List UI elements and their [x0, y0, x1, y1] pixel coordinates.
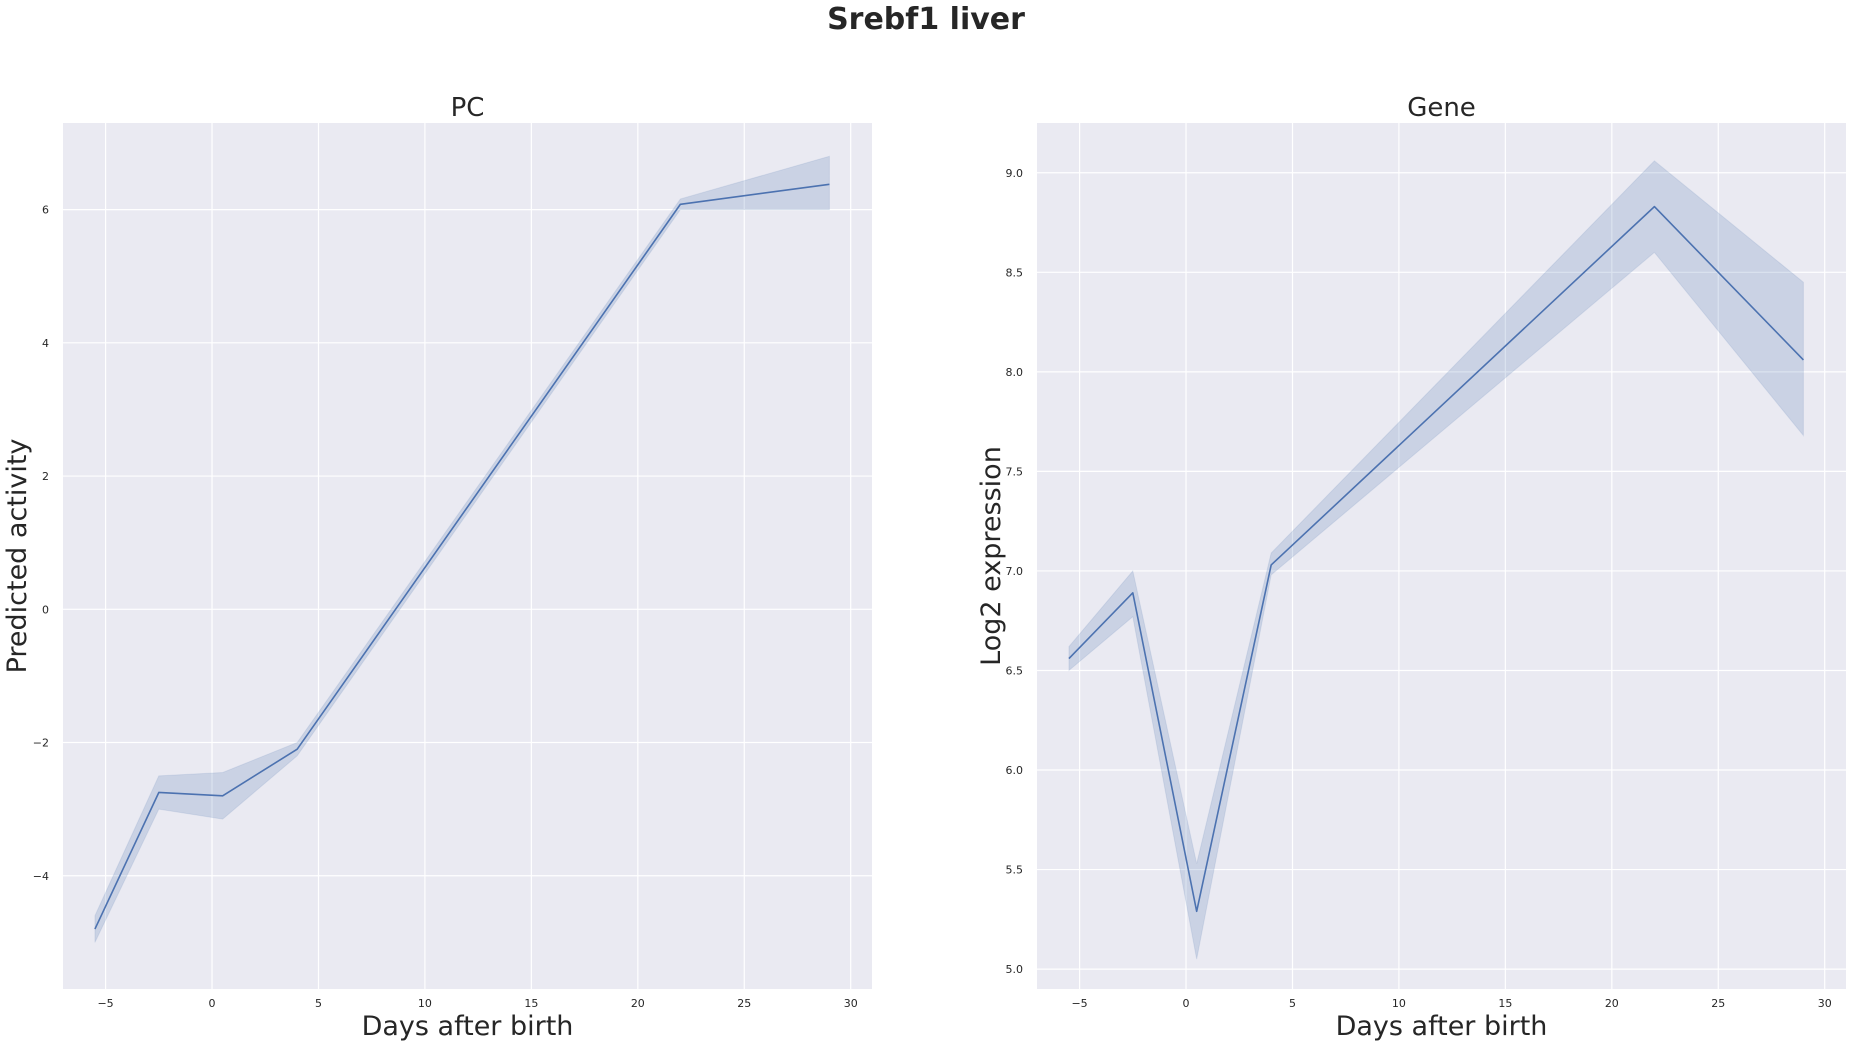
x-tick-label: 5: [315, 997, 322, 1010]
gridlines-pc: [63, 123, 872, 989]
y-tick-label: 6.5: [1006, 664, 1024, 677]
y-tick-label: 7.0: [1006, 565, 1024, 578]
confidence-band-gene: [1068, 160, 1804, 960]
y-tick-label: 2: [42, 470, 49, 483]
plot-area-pc: [63, 123, 872, 989]
chart-panel-gene: Gene Days after birth Log2 expression −5…: [976, 93, 1846, 1042]
chart-panel-pc: PC Days after birth Predicted activity −…: [2, 93, 872, 1042]
x-tick-label: 5: [1289, 997, 1296, 1010]
y-tick-label: 7.5: [1006, 465, 1024, 478]
x-tick-label: 20: [631, 997, 645, 1010]
y-tick-label: −4: [33, 870, 49, 883]
y-tick-label: 0: [42, 603, 49, 616]
confidence-band-pc: [94, 155, 830, 943]
y-tick-label: 5.0: [1006, 963, 1024, 976]
x-tick-label: 0: [1183, 997, 1190, 1010]
x-tick-label: −5: [97, 997, 113, 1010]
x-tick-label: 10: [418, 997, 432, 1010]
plot-area-gene: [1037, 123, 1846, 989]
x-tick-label: 25: [737, 997, 751, 1010]
x-axis-label-gene: Days after birth: [1336, 1011, 1548, 1042]
x-axis-label-pc: Days after birth: [362, 1011, 574, 1042]
x-tick-label: 15: [524, 997, 538, 1010]
x-tick-label: 30: [844, 997, 858, 1010]
x-tick-label: 30: [1818, 997, 1832, 1010]
figure-title: Srebf1 liver: [827, 2, 1025, 37]
y-tick-label: 8.5: [1006, 266, 1024, 279]
y-tick-label: 5.5: [1006, 864, 1024, 877]
y-tick-label: 9.0: [1006, 167, 1024, 180]
y-tick-label: 8.0: [1006, 366, 1024, 379]
x-tick-label: 25: [1711, 997, 1725, 1010]
x-tick-label: 0: [209, 997, 216, 1010]
series-line-pc: [94, 183, 830, 930]
y-tick-label: 6.0: [1006, 764, 1024, 777]
chart-title-gene: Gene: [1407, 93, 1476, 123]
gridlines-gene: [1037, 123, 1846, 989]
y-tick-label: −2: [33, 737, 49, 750]
y-tick-label: 4: [42, 337, 49, 350]
x-tick-label: −5: [1071, 997, 1087, 1010]
series-line-gene: [1068, 205, 1804, 913]
x-tick-label: 20: [1605, 997, 1619, 1010]
x-tick-label: 10: [1392, 997, 1406, 1010]
chart-title-pc: PC: [451, 93, 485, 123]
y-tick-label: 6: [42, 204, 49, 217]
x-tick-label: 15: [1498, 997, 1512, 1010]
y-axis-label-gene: Log2 expression: [976, 446, 1007, 666]
y-axis-label-pc: Predicted activity: [2, 439, 33, 674]
